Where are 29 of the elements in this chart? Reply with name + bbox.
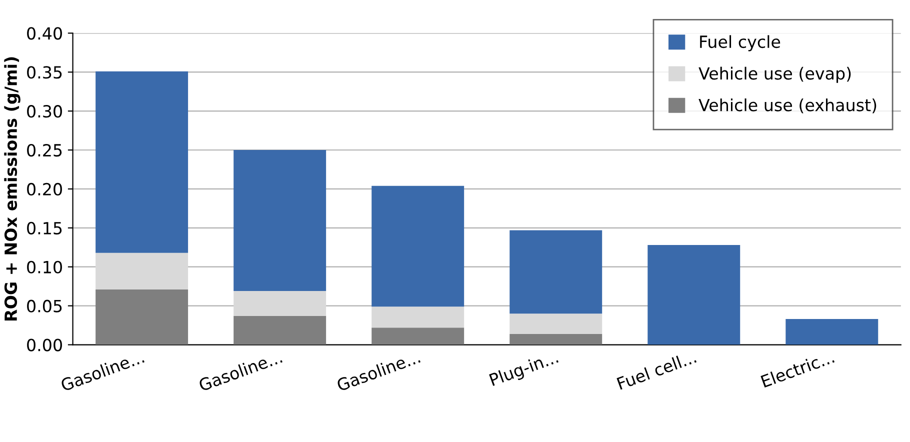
bar bbox=[234, 291, 326, 316]
legend-label: Vehicle use (evap) bbox=[698, 66, 851, 83]
bar bbox=[372, 328, 464, 345]
y-axis-title: ROG + NOx emissions (g/mi) bbox=[4, 57, 20, 321]
y-tick-label: 0.10 bbox=[27, 260, 62, 274]
bar bbox=[96, 252, 188, 290]
bar bbox=[96, 71, 188, 253]
y-tick-label: 0.05 bbox=[27, 300, 62, 312]
x-tick-label: Plug-in... bbox=[488, 350, 560, 390]
bar bbox=[786, 319, 878, 345]
y-tick-label: 0.15 bbox=[27, 222, 62, 234]
y-tick-label: 0.00 bbox=[27, 338, 62, 352]
bar bbox=[372, 306, 464, 328]
y-tick-label: 0.20 bbox=[27, 182, 62, 196]
bar bbox=[234, 316, 326, 345]
y-tick-label: 0.25 bbox=[27, 144, 62, 157]
y-tick-label: 0.40 bbox=[27, 27, 62, 40]
y-tick-label: 0.35 bbox=[27, 66, 62, 79]
legend-label: Fuel cycle bbox=[700, 35, 780, 52]
bar bbox=[510, 230, 602, 314]
bar bbox=[510, 314, 602, 334]
bar bbox=[234, 150, 326, 292]
bar bbox=[510, 334, 602, 345]
y-tick-label: 0.30 bbox=[27, 105, 62, 118]
bar bbox=[648, 245, 740, 345]
bar bbox=[96, 289, 188, 345]
x-tick-label: Fuel cell... bbox=[616, 350, 697, 390]
legend-label: Vehicle use (exhaust) bbox=[698, 98, 876, 114]
bar bbox=[372, 186, 464, 307]
